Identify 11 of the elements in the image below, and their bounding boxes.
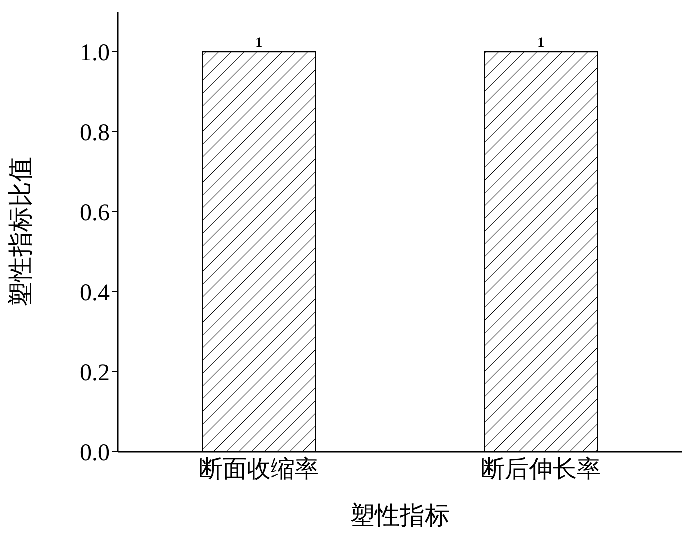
y-tick-label: 0.6 <box>80 200 110 227</box>
y-tick-label: 0.0 <box>80 440 110 467</box>
x-axis-title: 塑性指标 <box>350 502 450 530</box>
y-tick-label: 0.2 <box>80 360 110 387</box>
y-tick-label: 1.0 <box>80 40 110 67</box>
data-label: 1 <box>256 36 263 51</box>
x-tick-label: 断后伸长率 <box>481 456 601 484</box>
y-tick-label: 0.8 <box>80 120 110 147</box>
x-tick-label: 断面收缩率 <box>199 456 319 484</box>
y-tick-label: 0.4 <box>80 280 110 307</box>
data-label: 1 <box>538 36 545 51</box>
